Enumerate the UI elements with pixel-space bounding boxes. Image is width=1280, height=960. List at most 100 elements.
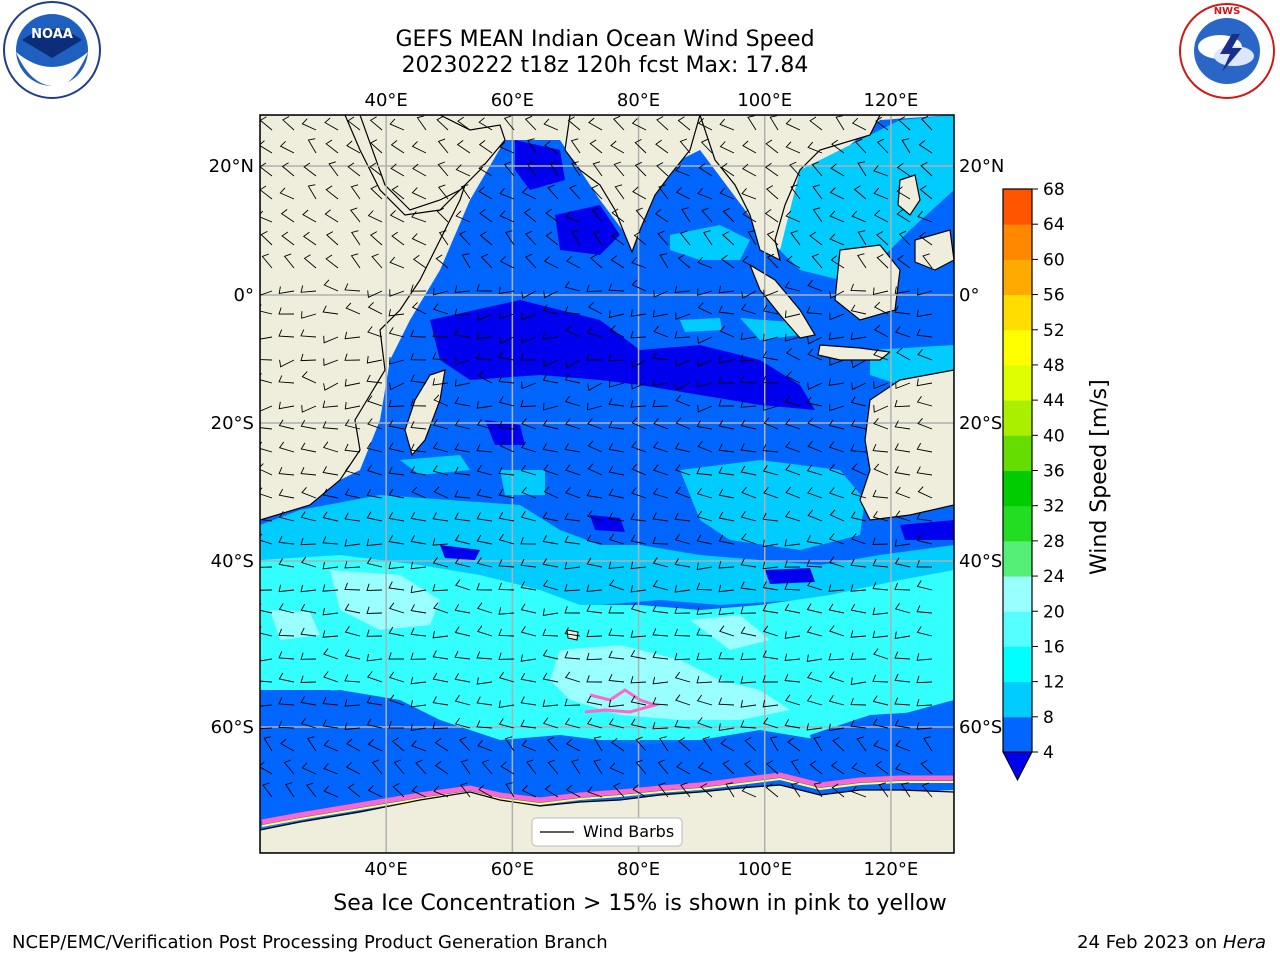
wind-barb — [410, 604, 427, 614]
wind-barb — [300, 442, 317, 453]
wind-barb — [322, 697, 339, 706]
wind-barb — [344, 539, 361, 547]
wind-barb — [740, 652, 757, 661]
wind-barb — [454, 672, 471, 683]
wind-barb — [324, 117, 339, 131]
wind-barb — [527, 138, 537, 154]
wind-barb — [432, 583, 449, 592]
wind-barb — [476, 401, 493, 409]
wind-barb — [454, 626, 471, 637]
wind-barb — [543, 464, 559, 476]
wind-barb — [916, 560, 933, 568]
wind-barb — [611, 208, 625, 223]
wind-barb — [369, 162, 383, 177]
wind-barb — [784, 510, 801, 522]
wind-barb — [680, 782, 691, 798]
wind-barb — [896, 209, 911, 223]
wind-barb — [612, 115, 625, 131]
wind-barb — [916, 675, 933, 684]
arabia-land — [359, 115, 506, 211]
wind-barb — [498, 374, 515, 384]
wind-barb — [740, 465, 757, 476]
wind-barb — [718, 419, 735, 430]
wind-barb — [587, 510, 603, 522]
wind-barb — [542, 557, 559, 568]
wind-barb — [896, 186, 911, 200]
sea-ice-edge — [261, 772, 954, 825]
wind-barb — [608, 718, 625, 729]
wind-barb — [344, 401, 361, 410]
wind-barb — [895, 381, 911, 390]
wind-barb — [697, 336, 713, 344]
wind-barb — [410, 284, 427, 292]
wind-barb — [894, 420, 911, 430]
wind-barb — [830, 163, 845, 177]
wind-barb — [718, 466, 735, 476]
wind-barb — [344, 378, 361, 387]
wind-barb — [278, 488, 295, 499]
wind-barb — [498, 533, 515, 545]
wind-barb — [592, 161, 603, 177]
wind-barb — [608, 488, 625, 499]
lon-label-top: 120°E — [864, 90, 919, 111]
wind-barb — [371, 759, 383, 775]
wind-barb — [722, 207, 735, 223]
wind-barb — [718, 584, 735, 593]
wind-barb — [498, 582, 515, 591]
wind-barb — [784, 582, 801, 591]
wind-barb — [762, 675, 778, 683]
wind-barb — [301, 371, 317, 384]
wind-barb — [344, 722, 361, 731]
wind-barb — [344, 488, 361, 499]
wind-barb — [876, 231, 889, 246]
wind-barb — [437, 184, 449, 200]
wind-barb — [437, 138, 449, 154]
wind-barb — [278, 307, 295, 315]
wind-barb — [388, 561, 405, 570]
wind-barb — [807, 440, 823, 453]
colorbar-tick-label: 64 — [1043, 215, 1065, 235]
colorbar-segment — [1003, 259, 1032, 296]
wind-barb — [371, 253, 383, 269]
wind-barb — [504, 230, 515, 246]
wind-barb — [850, 652, 867, 660]
wind-barb — [807, 336, 823, 345]
wind-barb — [894, 466, 911, 476]
wind-barb — [674, 331, 691, 339]
wind-barb — [630, 630, 647, 638]
wind-barb — [366, 653, 383, 662]
wind-barb — [894, 443, 911, 453]
wind-barb — [547, 184, 559, 200]
wind-barb — [569, 184, 581, 200]
wind-barb — [498, 421, 515, 430]
wind-barb — [806, 723, 823, 731]
wind-barb — [520, 696, 537, 706]
wind-barb — [366, 489, 383, 499]
wind-barb — [260, 405, 273, 412]
wind-barb — [696, 534, 713, 545]
wind-barb — [278, 286, 295, 294]
wind-barb — [389, 256, 405, 269]
wind-barb — [521, 335, 537, 344]
wind-barb — [916, 626, 933, 637]
wind-barb — [458, 230, 471, 246]
wind-barb — [366, 583, 383, 591]
wind-barb — [322, 630, 339, 638]
wind-barb — [894, 305, 911, 315]
colorbar-tick-label: 16 — [1043, 637, 1065, 657]
wind-barb — [564, 717, 581, 729]
wind-barb — [366, 355, 383, 364]
wind-barb — [434, 761, 449, 775]
wind-barb — [784, 538, 801, 547]
wind-barb — [785, 333, 801, 342]
ocean-band-16-20 — [330, 570, 440, 630]
wind-barb — [766, 230, 779, 246]
wind-barb — [610, 255, 625, 269]
wind-barb — [658, 184, 669, 200]
wind-barb — [432, 419, 449, 430]
wind-barb — [388, 581, 405, 591]
wind-barb — [433, 287, 449, 296]
wind-barb — [652, 351, 669, 361]
wind-barb — [260, 512, 273, 522]
wind-barb — [542, 608, 559, 616]
